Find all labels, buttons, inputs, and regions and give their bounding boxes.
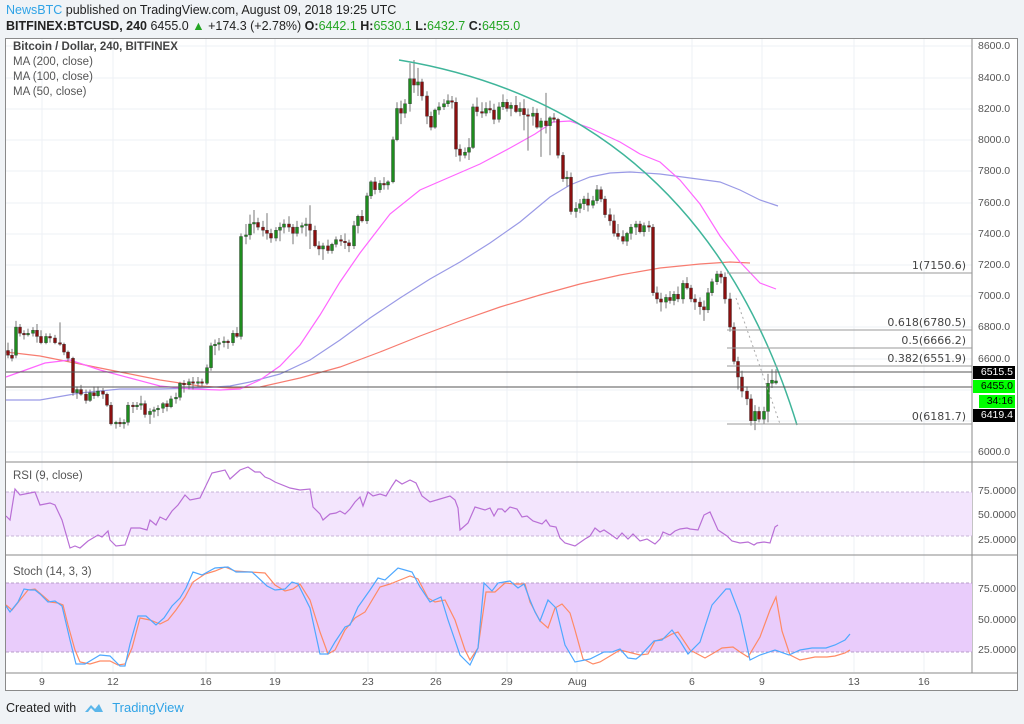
time-tick: 13 (848, 676, 860, 688)
open-value: 6442.1 (318, 19, 357, 33)
rsi-tick: 50.0000 (978, 509, 1016, 521)
grid (6, 39, 972, 672)
created-with-text: Created with (6, 700, 77, 715)
ma200-line (5, 261, 751, 389)
close-value: 6455.0 (481, 19, 521, 33)
pane-borders (6, 39, 1017, 674)
price-tag-6419: 6419.4 (973, 409, 1015, 422)
fib-label-0: 0(6181.7) (911, 410, 966, 423)
price-tick: 8000.0 (978, 134, 1011, 146)
close-label: C: (468, 19, 482, 33)
price-tick: 7400.0 (978, 228, 1011, 240)
legend-ma50[interactable]: MA (50, close) (13, 86, 87, 98)
fib-trend-dashed (735, 297, 781, 425)
change-value: +174.3 (+2.78%) (208, 19, 302, 33)
time-tick: 16 (918, 676, 930, 688)
high-label: H: (360, 19, 374, 33)
price-tick: 7600.0 (978, 197, 1011, 209)
chart-legend: Bitcoin / Dollar, 240, BITFINEX MA (200,… (13, 40, 178, 100)
price-tick: 7000.0 (978, 290, 1011, 302)
arc-drawing (398, 59, 798, 426)
last-price: 6455.0 (150, 19, 189, 33)
ma50-line (5, 120, 777, 391)
time-tick: 26 (430, 676, 442, 688)
time-tick: 29 (501, 676, 513, 688)
ma100-line (6, 171, 779, 401)
symbol-interval: BITFINEX:BTCUSD, 240 (6, 19, 147, 33)
fib-label-0618: 0.618(6780.5) (887, 316, 966, 329)
legend-ma200[interactable]: MA (200, close) (13, 56, 93, 68)
stoch-tick: 75.0000 (978, 583, 1016, 595)
fibonacci-retracement (727, 272, 972, 425)
tradingview-link[interactable]: TradingView (112, 700, 184, 715)
time-tick: 12 (107, 676, 119, 688)
stoch-label[interactable]: Stoch (14, 3, 3) (13, 566, 92, 578)
low-value: 6432.7 (427, 19, 466, 33)
open-label: O: (304, 19, 319, 33)
rsi-band (6, 492, 972, 536)
symbol-info: BITFINEX:BTCUSD, 240 6455.0 ▲ +174.3 (+2… (6, 19, 520, 33)
price-tick: 8200.0 (978, 103, 1011, 115)
publish-info: NewsBTC published on TradingView.com, Au… (6, 3, 396, 17)
rsi-tick: 25.0000 (978, 534, 1016, 546)
publisher-link[interactable]: NewsBTC (6, 3, 63, 17)
published-text: published on TradingView.com, August 09,… (65, 3, 397, 17)
rsi-label[interactable]: RSI (9, close) (13, 470, 83, 482)
up-arrow-icon: ▲ (192, 19, 205, 33)
fib-label-1: 1(7150.6) (911, 259, 966, 272)
price-tick: 6600.0 (978, 353, 1011, 365)
price-tick: 6800.0 (978, 321, 1011, 333)
time-tick: 6 (689, 676, 695, 688)
price-tick: 7800.0 (978, 165, 1011, 177)
time-tick: 9 (759, 676, 765, 688)
candlesticks (6, 60, 778, 431)
price-tick: 6000.0 (978, 446, 1011, 458)
stoch-d-line (5, 566, 851, 666)
price-tag-6515: 6515.5 (973, 366, 1015, 379)
legend-title: Bitcoin / Dollar, 240, BITFINEX (13, 41, 178, 53)
low-label: L: (415, 19, 428, 33)
fib-label-05: 0.5(6666.2) (901, 334, 966, 347)
stoch-tick: 50.0000 (978, 614, 1016, 626)
high-value: 6530.1 (373, 19, 412, 33)
stoch-tick: 25.0000 (978, 644, 1016, 656)
price-tick: 8600.0 (978, 40, 1011, 52)
price-tick: 8400.0 (978, 72, 1011, 84)
price-tag-last: 6455.0 (973, 380, 1015, 393)
time-tick: 23 (362, 676, 374, 688)
time-tick: 16 (200, 676, 212, 688)
legend-ma100[interactable]: MA (100, close) (13, 71, 93, 83)
fib-label-0382: 0.382(6551.9) (887, 352, 966, 365)
stoch-band (6, 583, 972, 652)
rsi-line (5, 466, 779, 549)
time-tick: 19 (269, 676, 281, 688)
bar-countdown: 34:16 (979, 395, 1015, 408)
stoch-k-line (5, 566, 851, 667)
footer: Created with TradingView (6, 700, 184, 715)
tradingview-logo-icon (85, 703, 104, 712)
time-tick: 9 (39, 676, 45, 688)
time-tick: Aug (568, 676, 587, 688)
rsi-tick: 75.0000 (978, 485, 1016, 497)
price-tick: 7200.0 (978, 259, 1011, 271)
